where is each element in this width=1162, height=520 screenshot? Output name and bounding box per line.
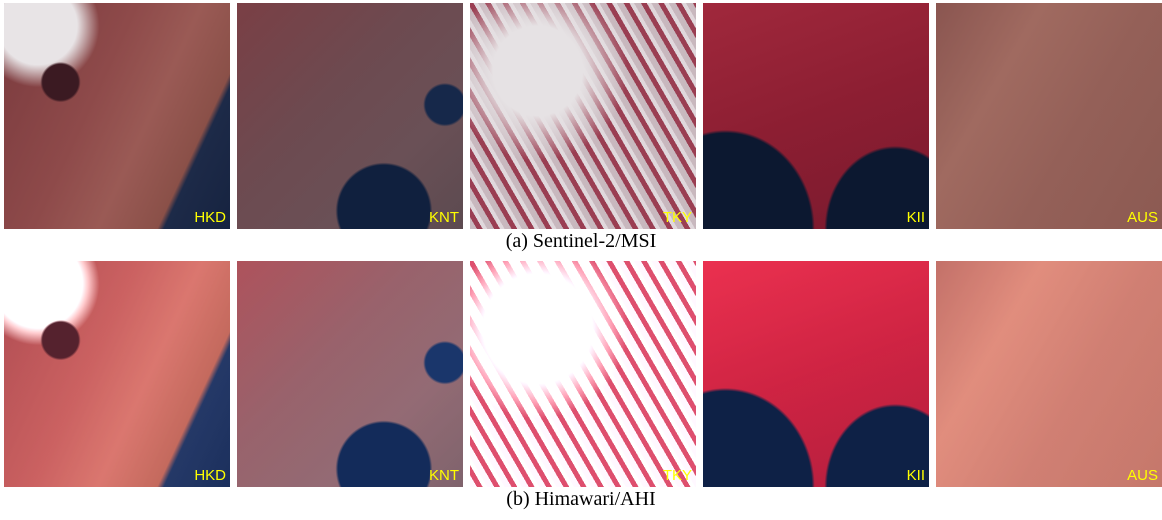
tile-label: KNT: [237, 467, 459, 485]
image-tile: [237, 261, 463, 487]
image-row: HKD KNT TKY KII AUS: [4, 261, 1162, 487]
tile-label: AUS: [936, 209, 1158, 227]
tile-label: KII: [703, 209, 925, 227]
image-tile: [936, 261, 1162, 487]
image-row: HKD KNT TKY KII AUS: [4, 3, 1162, 229]
caption: (b) Himawari/AHI: [0, 488, 1162, 511]
image-tile: [237, 3, 463, 229]
tile-label: KNT: [237, 209, 459, 227]
image-tile: [703, 3, 929, 229]
tile-label: TKY: [470, 467, 692, 485]
tile-label: HKD: [4, 467, 226, 485]
image-tile: [4, 3, 230, 229]
tile-label: KII: [703, 467, 925, 485]
caption: (a) Sentinel-2/MSI: [0, 230, 1162, 253]
image-tile: [470, 3, 696, 229]
tile-label: TKY: [470, 209, 692, 227]
image-tile: [703, 261, 929, 487]
tile-label: HKD: [4, 209, 226, 227]
tile-label: AUS: [936, 467, 1158, 485]
image-tile: [4, 261, 230, 487]
figure: HKD KNT TKY KII AUS (a) Sentinel-2/MSI HKD KNT T…: [0, 0, 1162, 520]
image-tile: [470, 261, 696, 487]
image-tile: [936, 3, 1162, 229]
